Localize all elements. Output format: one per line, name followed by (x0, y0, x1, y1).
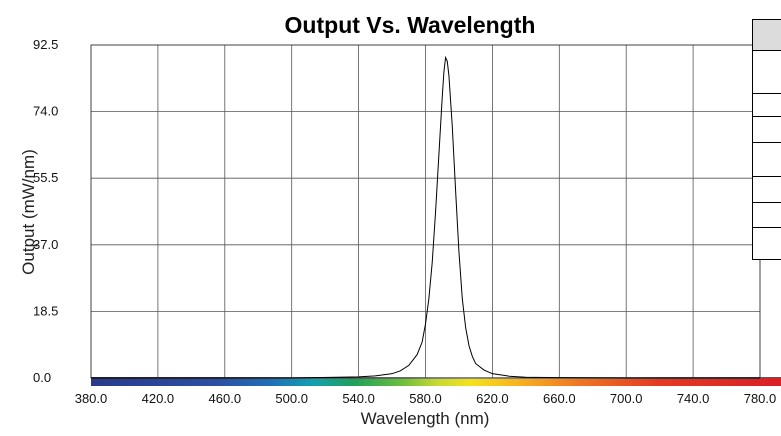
side-table-row (753, 51, 781, 94)
side-table-row (753, 203, 781, 228)
side-table (752, 19, 781, 260)
side-table-row (753, 143, 781, 177)
side-table-header (753, 20, 781, 51)
side-table-row (753, 228, 781, 259)
x-axis-label: Wavelength (nm) (361, 409, 490, 428)
y-tick-label: 74.0 (33, 104, 58, 119)
side-table-body (753, 51, 781, 259)
y-tick-labels: 0.0 18.5 37.0 55.5 74.0 92.5 (33, 37, 58, 385)
x-tick-label: 420.0 (142, 391, 175, 406)
x-tick-label: 700.0 (610, 391, 643, 406)
output-curve (91, 55, 760, 379)
chart-title: Output Vs. Wavelength (285, 12, 536, 38)
y-tick-label: 18.5 (33, 303, 58, 318)
x-tick-label: 500.0 (275, 391, 308, 406)
y-tick-label: 92.5 (33, 37, 58, 52)
side-table-row (753, 117, 781, 143)
side-table-row (753, 94, 781, 117)
x-tick-label: 620.0 (476, 391, 509, 406)
x-tick-label: 380.0 (75, 391, 108, 406)
x-tick-labels: 380.0 420.0 460.0 500.0 540.0 580.0 620.0 660.0… (75, 391, 777, 406)
x-tick-label: 580.0 (409, 391, 442, 406)
spectrum-bar (91, 377, 781, 386)
y-tick-label: 0.0 (33, 370, 51, 385)
x-tick-label: 740.0 (677, 391, 710, 406)
x-tick-label: 540.0 (342, 391, 375, 406)
y-tick-label: 55.5 (33, 170, 58, 185)
y-tick-label: 37.0 (33, 237, 58, 252)
x-tick-label: 780.0 (744, 391, 777, 406)
x-tick-label: 660.0 (543, 391, 576, 406)
x-tick-label: 460.0 (209, 391, 242, 406)
side-table-row (753, 177, 781, 203)
grid-layer (90, 44, 761, 379)
y-axis-label: Output (mW/nm) (19, 149, 38, 275)
